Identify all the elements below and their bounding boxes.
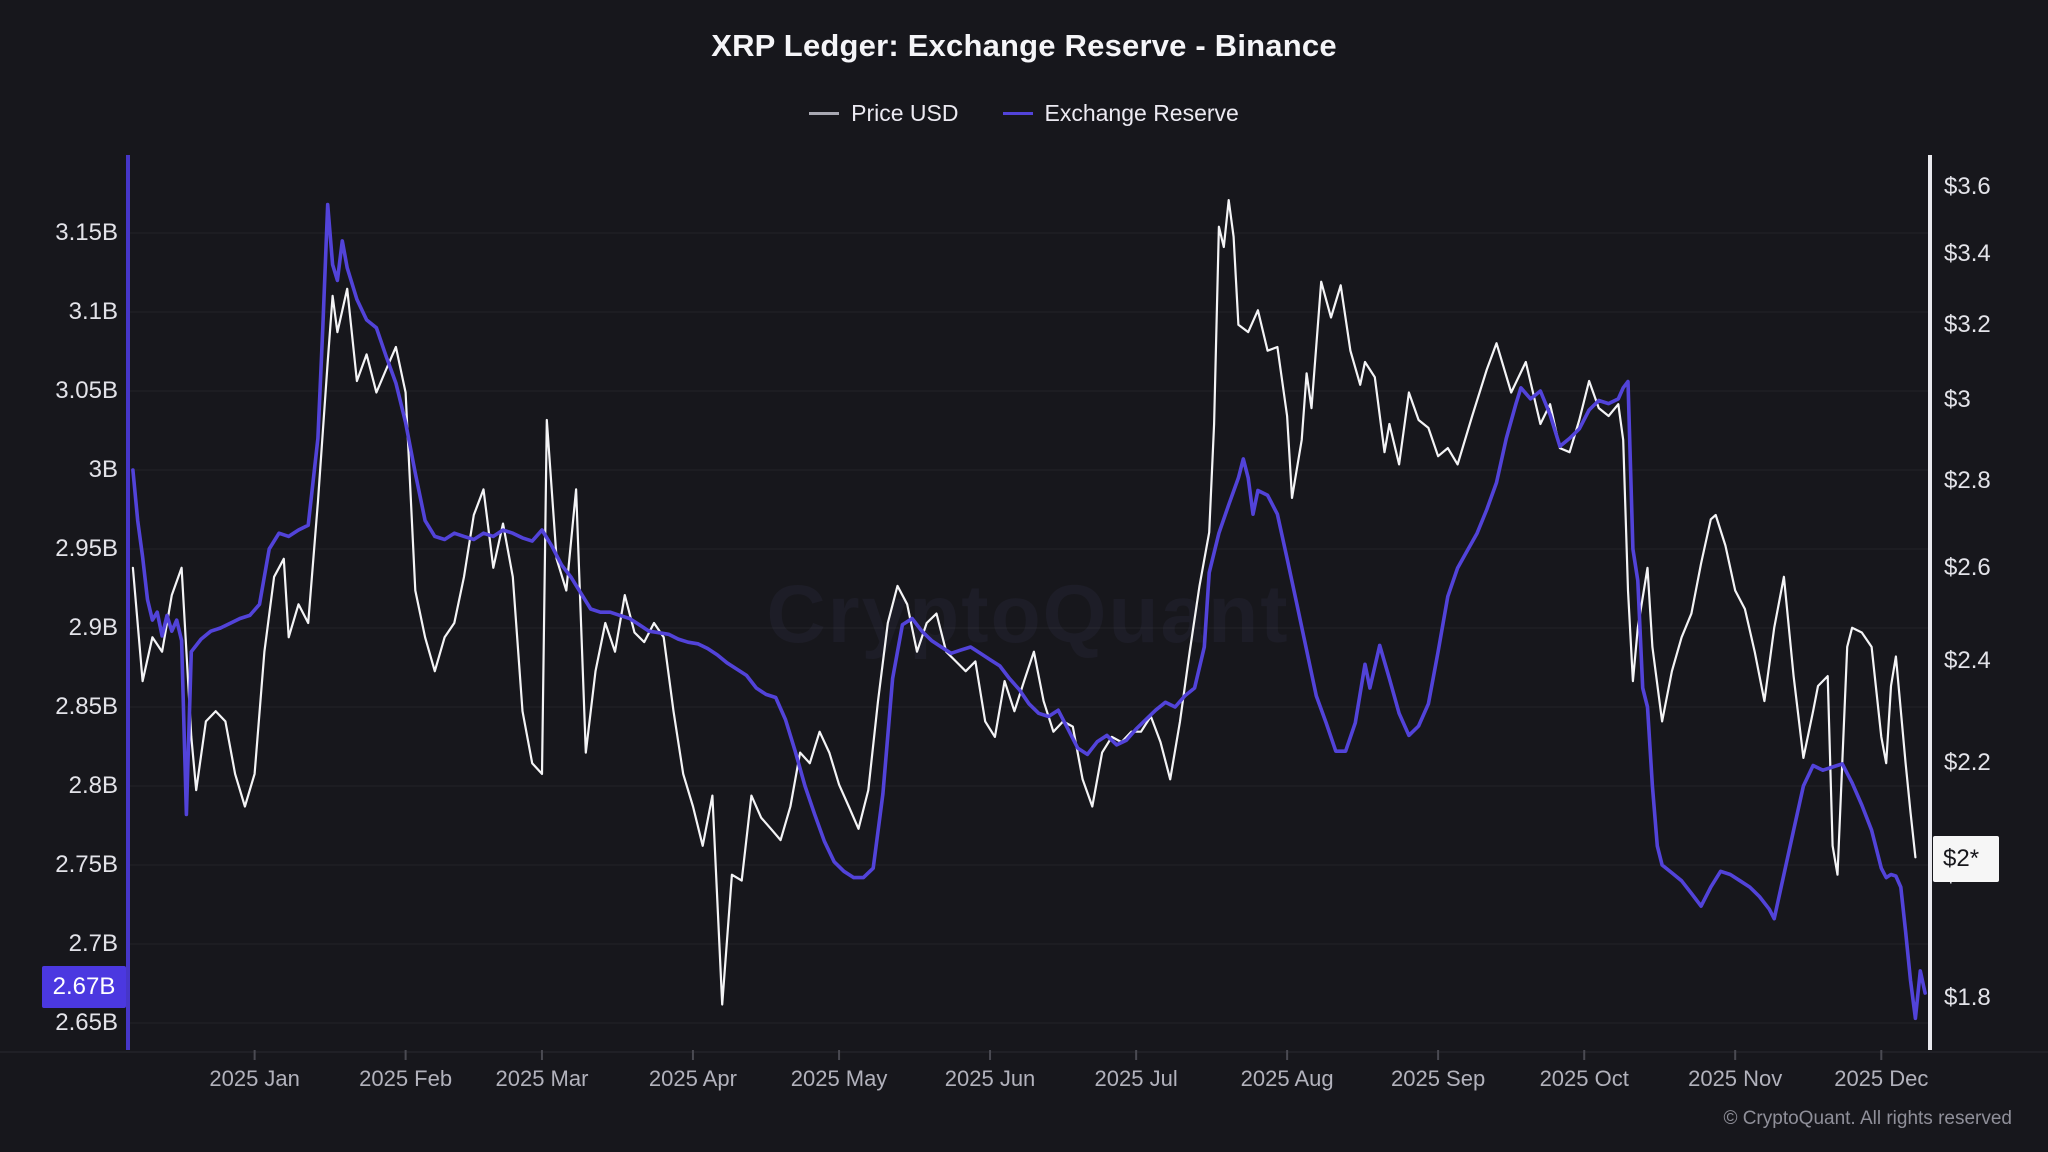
- right-axis-tick-label: $3.4: [1944, 239, 1991, 267]
- legend-label-price-usd: Price USD: [851, 100, 959, 126]
- exchange-reserve-line-icon: [1002, 112, 1033, 115]
- right-axis-tick-label: $2.8: [1944, 467, 1991, 495]
- x-axis-tick-label: 2025 Oct: [1539, 1066, 1629, 1091]
- left-axis-tick-label: 2.65B: [55, 1009, 118, 1036]
- right-axis-tick-label: $2.2: [1944, 749, 1991, 777]
- right-axis-tick-label: $3: [1944, 386, 1971, 414]
- left-axis-tick-label: 3.15B: [55, 219, 118, 246]
- page-title: XRP Ledger: Exchange Reserve - Binance: [711, 28, 1337, 63]
- legend-item-price-usd[interactable]: Price USD: [809, 100, 959, 127]
- left-axis-tick-label: 2.85B: [55, 693, 118, 720]
- right-axis-tick-label: $3.6: [1944, 173, 1991, 200]
- x-axis-tick-label: 2025 Jan: [209, 1066, 300, 1091]
- x-axis-tick-label: 2025 Sep: [1390, 1066, 1486, 1091]
- left-axis-tick-label: 2.8B: [68, 772, 118, 799]
- left-axis-tick-label: 3.05B: [55, 377, 118, 404]
- right-axis-tick-label: $2.4: [1944, 647, 1991, 675]
- left-axis-tick-label: 2.9B: [68, 614, 118, 641]
- copyright-notice: © CryptoQuant. All rights reserved: [1723, 1108, 2012, 1129]
- left-axis-tick-label: 3B: [88, 456, 118, 483]
- current-price-badge: $2*: [1933, 836, 1999, 882]
- chart-legend: Price USD Exchange Reserve: [0, 100, 2048, 127]
- left-axis-tick-label: 2.95B: [55, 535, 118, 562]
- right-axis-tick-label: $2.6: [1944, 553, 1991, 581]
- price-usd-line-icon: [809, 112, 840, 115]
- series-price-usd[interactable]: [131, 199, 1917, 1006]
- legend-label-exchange-reserve: Exchange Reserve: [1044, 100, 1239, 126]
- x-axis-tick-label: 2025 Jul: [1094, 1066, 1178, 1091]
- right-axis-tick-label: $1.8: [1944, 983, 1991, 1011]
- left-axis-spine: [126, 155, 130, 1050]
- right-axis-tick-label: $3.2: [1944, 310, 1991, 338]
- x-axis-tick-label: 2025 Nov: [1688, 1066, 1783, 1091]
- x-axis-tick-label: 2025 Dec: [1834, 1066, 1929, 1091]
- left-axis-tick-label: 2.7B: [68, 930, 118, 957]
- x-axis-tick-label: 2025 Aug: [1240, 1066, 1334, 1091]
- current-reserve-badge: 2.67B: [42, 966, 126, 1008]
- series-exchange-reserve[interactable]: [131, 202, 1927, 1021]
- x-axis-tick-label: 2025 Jun: [944, 1066, 1036, 1091]
- left-axis-tick-label: 2.75B: [55, 851, 118, 878]
- left-axis-tick-label: 3.1B: [68, 298, 118, 325]
- right-axis-spine: [1928, 155, 1932, 1050]
- legend-item-exchange-reserve[interactable]: Exchange Reserve: [1002, 100, 1239, 127]
- x-axis-tick-label: 2025 Mar: [495, 1066, 589, 1091]
- x-axis-tick-label: 2025 Apr: [648, 1066, 737, 1091]
- x-axis-tick-label: 2025 May: [790, 1066, 888, 1091]
- x-axis-tick-label: 2025 Feb: [359, 1066, 453, 1091]
